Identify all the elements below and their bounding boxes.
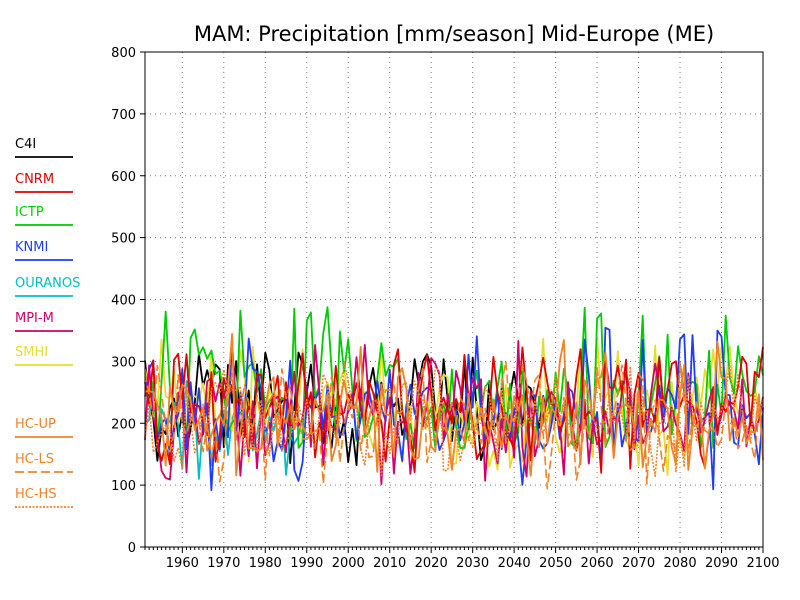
y-tick-label: 100 <box>111 479 136 494</box>
legend-item-c4i: C4I <box>15 137 73 158</box>
series-line-hc-up <box>144 332 764 477</box>
y-tick-label: 400 <box>111 294 136 309</box>
y-tick-label: 600 <box>111 170 136 185</box>
y-tick-label: 200 <box>111 417 136 432</box>
chart-title: MAM: Precipitation [mm/season] Mid-Europ… <box>194 22 714 46</box>
legend-item-ictp: ICTP <box>15 205 73 226</box>
legend-label: C4I <box>15 137 36 152</box>
y-tick-label: 800 <box>111 46 136 61</box>
x-tick-label: 1980 <box>249 556 282 571</box>
x-tick-label: 1970 <box>207 556 240 571</box>
x-tick-label: 1990 <box>290 556 323 571</box>
legend-item-hc-ls: HC-LS <box>15 452 73 473</box>
y-tick-label: 0 <box>128 541 136 556</box>
legend-item-mpi-m: MPI-M <box>15 311 73 332</box>
x-tick-label: 2080 <box>664 556 697 571</box>
legend-label: HC-LS <box>15 452 54 467</box>
x-axis: 1960 1970 1980 1990 2000 2010 2020 2030 2040 2050… <box>144 547 780 571</box>
legend-item-ouranos: OURANOS <box>15 276 80 297</box>
legend-label: OURANOS <box>15 276 80 291</box>
legend-label: ICTP <box>15 205 44 220</box>
series-line-hc-hs <box>144 360 764 478</box>
x-tick-label: 2070 <box>622 556 655 571</box>
legend-label: SMHI <box>15 345 48 360</box>
legend-item-smhi: SMHI <box>15 345 73 366</box>
y-axis: 0 100 200 300 400 500 600 700 800 <box>111 46 145 556</box>
legend-label: CNRM <box>15 172 54 187</box>
legend-label: MPI-M <box>15 311 54 326</box>
x-tick-label: 2090 <box>705 556 738 571</box>
y-tick-label: 300 <box>111 355 136 370</box>
legend-item-hc-hs: HC-HS <box>15 487 73 508</box>
x-tick-label: 2020 <box>415 556 448 571</box>
legend-item-cnrm: CNRM <box>15 172 73 193</box>
x-tick-label: 2040 <box>498 556 531 571</box>
y-tick-label: 700 <box>111 108 136 123</box>
legend: C4I CNRM ICTP KNMI OURANOS MPI-M SMHI HC-UP HC-L… <box>15 137 80 508</box>
x-tick-label: 2060 <box>581 556 614 571</box>
legend-label: HC-UP <box>15 417 56 432</box>
legend-item-hc-up: HC-UP <box>15 417 73 438</box>
legend-label: HC-HS <box>15 487 57 502</box>
legend-item-knmi: KNMI <box>15 240 73 261</box>
grid <box>145 52 763 547</box>
x-tick-label: 2010 <box>373 556 406 571</box>
legend-label: KNMI <box>15 240 48 255</box>
series-line-hc-ls <box>144 360 764 490</box>
x-tick-label: 2030 <box>456 556 489 571</box>
y-tick-label: 500 <box>111 232 136 247</box>
x-tick-label: 2000 <box>332 556 365 571</box>
series-line-mpi-m <box>144 339 764 486</box>
x-tick-label: 2050 <box>539 556 572 571</box>
series-lines <box>144 306 764 492</box>
x-tick-label: 2100 <box>746 556 779 571</box>
x-tick-label: 1960 <box>166 556 199 571</box>
